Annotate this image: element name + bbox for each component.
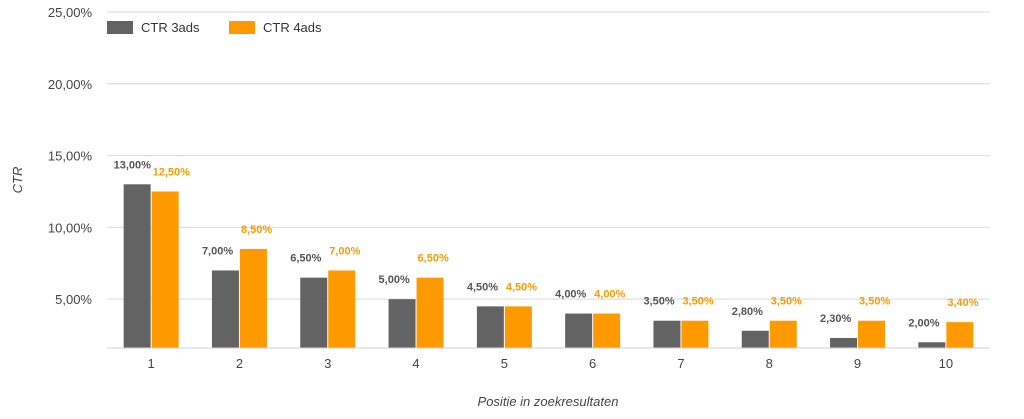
bar-3ads <box>123 184 151 348</box>
data-label: 8,50% <box>241 224 272 236</box>
y-tick-label: 10,00% <box>48 220 93 235</box>
data-label: 4,50% <box>506 281 537 293</box>
gridlines <box>107 11 990 300</box>
y-axis-title: CTR <box>10 167 25 194</box>
x-axis-title: Positie in zoekresultaten <box>478 394 619 409</box>
bar-3ads <box>830 337 858 348</box>
y-tick-label: 25,00% <box>48 5 93 20</box>
x-tick-label: 4 <box>412 356 419 371</box>
data-label: 6,50% <box>418 253 449 265</box>
data-label: 6,50% <box>290 253 321 265</box>
data-label: 3,50% <box>682 296 713 308</box>
data-label: 3,50% <box>859 296 890 308</box>
data-labels: 13,00%12,50% 7,00% 8,50% 6,50% 7,00% 5,00% 6,5… <box>114 159 979 329</box>
bar-4ads <box>416 277 444 348</box>
bar-4ads <box>593 313 621 348</box>
data-label: 4,00% <box>555 289 586 301</box>
x-axis-ticks: 1 2 3 4 5 6 7 8 9 10 <box>148 356 954 371</box>
data-label: 7,00% <box>329 245 360 257</box>
data-label: 12,50% <box>153 166 191 178</box>
bar-3ads <box>918 342 946 348</box>
data-label: 4,00% <box>594 289 625 301</box>
data-label: 3,40% <box>947 297 978 309</box>
x-tick-label: 1 <box>148 356 155 371</box>
x-tick-label: 10 <box>939 356 953 371</box>
bar-3ads <box>300 277 328 348</box>
legend-swatch <box>107 21 133 34</box>
x-tick-label: 6 <box>589 356 596 371</box>
x-tick-label: 7 <box>677 356 684 371</box>
data-label: 4,50% <box>467 281 498 293</box>
y-tick-label: 20,00% <box>48 77 93 92</box>
bar-3ads <box>565 313 593 348</box>
x-tick-label: 8 <box>766 356 773 371</box>
data-label: 3,50% <box>643 296 674 308</box>
y-tick-label: 5,00% <box>55 292 92 307</box>
bar-4ads <box>504 306 532 348</box>
legend: CTR 3ads CTR 4ads <box>107 20 322 35</box>
x-tick-label: 5 <box>501 356 508 371</box>
data-label: 13,00% <box>114 159 152 171</box>
y-tick-label: 15,00% <box>48 149 93 164</box>
bar-4ads <box>239 248 267 348</box>
bar-4ads <box>769 320 797 348</box>
data-label: 2,80% <box>732 306 763 318</box>
bar-3ads <box>476 306 504 348</box>
bars <box>123 184 974 348</box>
x-tick-label: 2 <box>236 356 243 371</box>
bar-4ads <box>151 191 179 348</box>
bar-4ads <box>946 322 974 348</box>
x-tick-label: 3 <box>324 356 331 371</box>
bar-3ads <box>653 320 681 348</box>
bar-3ads <box>211 270 239 348</box>
data-label: 3,50% <box>771 296 802 308</box>
x-tick-label: 9 <box>854 356 861 371</box>
legend-swatch <box>229 21 255 34</box>
data-label: 7,00% <box>202 245 233 257</box>
legend-label: CTR 3ads <box>141 20 200 35</box>
data-label: 5,00% <box>379 274 410 286</box>
bar-4ads <box>858 320 886 348</box>
bar-4ads <box>681 320 709 348</box>
bar-3ads <box>741 330 769 348</box>
y-axis-ticks: 5,00% 10,00% 15,00% 20,00% 25,00% <box>48 5 93 307</box>
legend-label: CTR 4ads <box>263 20 322 35</box>
bar-4ads <box>328 270 356 348</box>
bar-3ads <box>388 299 416 348</box>
data-label: 2,30% <box>820 313 851 325</box>
data-label: 2,00% <box>908 317 939 329</box>
